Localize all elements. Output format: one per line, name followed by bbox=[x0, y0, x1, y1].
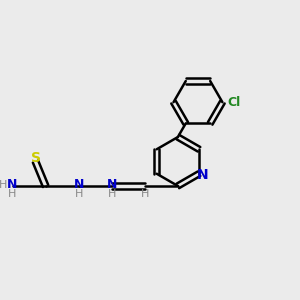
Text: S: S bbox=[31, 151, 40, 165]
Text: H: H bbox=[107, 189, 116, 199]
Text: H: H bbox=[8, 189, 17, 199]
Text: N: N bbox=[7, 178, 18, 191]
Text: N: N bbox=[106, 178, 117, 191]
Text: N: N bbox=[196, 168, 208, 182]
Text: H: H bbox=[74, 189, 83, 199]
Text: H: H bbox=[141, 189, 149, 199]
Text: N: N bbox=[74, 178, 84, 191]
Text: Cl: Cl bbox=[228, 96, 241, 109]
Text: H: H bbox=[0, 179, 8, 190]
